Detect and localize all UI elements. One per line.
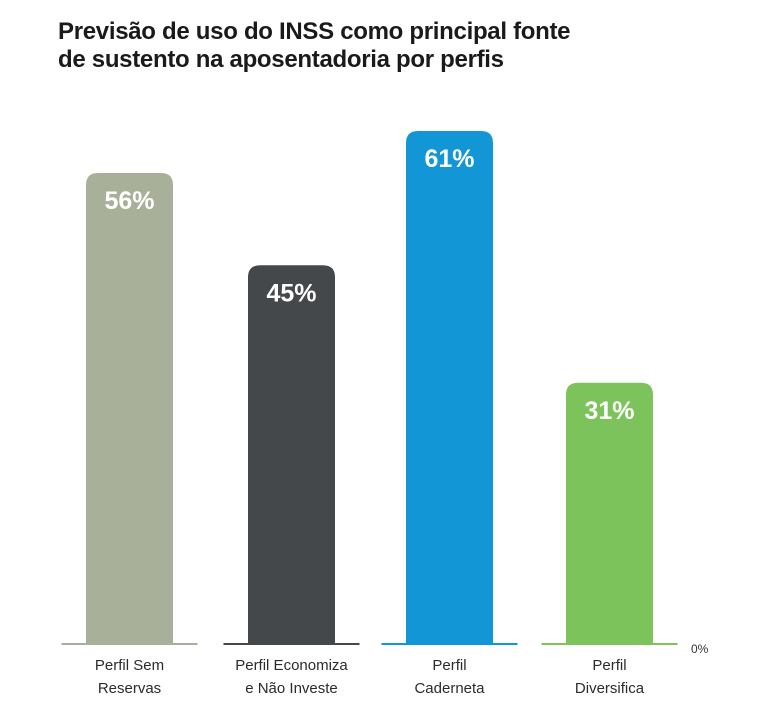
bar-value-label-4: 31%	[584, 397, 634, 425]
baseline-segment-1	[61, 643, 198, 645]
chart-title: Previsão de uso do INSS como principal f…	[58, 18, 658, 74]
baselines-group	[61, 643, 678, 645]
category-label-1-line-2: Reservas	[98, 680, 161, 697]
category-labels-group: Perfil Sem Reservas Perfil Economiza e Não …	[95, 657, 645, 697]
bar-2	[248, 265, 335, 643]
baseline-segment-2	[223, 643, 360, 645]
bar-value-label-1: 56%	[104, 187, 154, 215]
baseline-segment-4	[541, 643, 678, 645]
bars-group	[86, 131, 653, 643]
category-label-2-line-1: Perfil Economiza	[235, 657, 348, 674]
bar-value-label-3: 61%	[424, 145, 474, 173]
value-labels-group: 56% 45% 61% 31%	[104, 145, 634, 425]
bar-4	[566, 382, 653, 643]
category-label-2-line-2: e Não Investe	[245, 680, 338, 697]
category-label-3-line-2: Caderneta	[414, 680, 485, 697]
chart-title-line-2: de sustento na aposentadoria por perfis	[58, 46, 504, 73]
category-label-4-line-1: Perfil	[592, 657, 626, 674]
category-label-4-line-2: Diversifica	[575, 680, 645, 697]
chart-title-line-1: Previsão de uso do INSS como principal f…	[58, 18, 571, 45]
category-label-3-line-1: Perfil	[432, 657, 466, 674]
baseline-segment-3	[381, 643, 518, 645]
bar-1	[86, 172, 173, 643]
category-label-1-line-1: Perfil Sem	[95, 657, 164, 674]
zero-baseline-label: 0%	[691, 642, 709, 656]
bar-3	[406, 131, 493, 643]
bar-value-label-2: 45%	[266, 279, 316, 307]
